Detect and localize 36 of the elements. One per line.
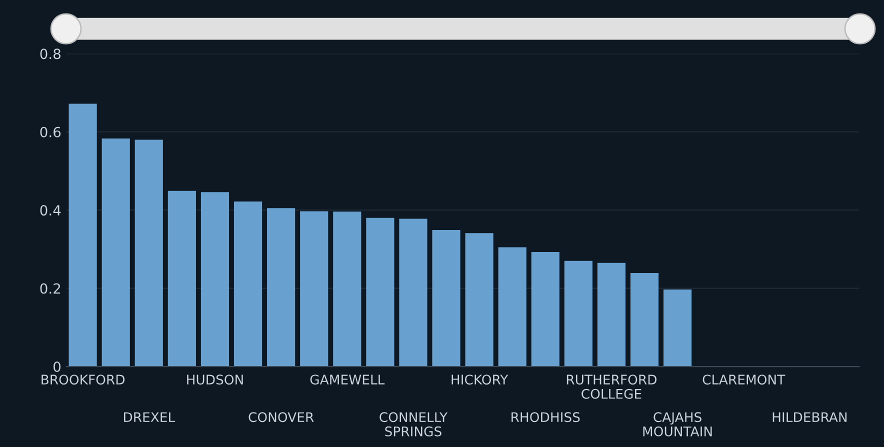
bar xyxy=(267,208,296,367)
bar xyxy=(531,252,560,367)
bar xyxy=(465,233,494,367)
bar xyxy=(663,289,692,367)
x-tick-label: DREXEL xyxy=(124,412,176,422)
bar xyxy=(366,218,394,367)
bar xyxy=(399,218,428,367)
bar xyxy=(630,273,659,367)
x-tick-label: HUDSON xyxy=(187,374,243,385)
y-tick-label: 0.6 xyxy=(40,126,61,138)
x-tick-label: CAJAHS MOUNTAIN xyxy=(643,412,712,436)
bar xyxy=(134,140,163,367)
bar xyxy=(168,190,196,367)
bar xyxy=(498,247,526,367)
x-tick-label: HILDEBRAN xyxy=(772,412,847,422)
x-tick-label: BROOKFORD xyxy=(42,374,125,385)
x-tick-label: CLAREMONT xyxy=(702,374,786,385)
x-tick-label: HICKORY xyxy=(452,374,508,385)
y-tick-label: 0.2 xyxy=(40,283,60,294)
bar xyxy=(234,201,262,367)
bar xyxy=(597,262,626,367)
bar xyxy=(200,192,230,367)
x-tick-label: GAMEWELL xyxy=(310,374,385,385)
x-tick-label: CONOVER xyxy=(248,412,314,422)
bar xyxy=(300,211,328,367)
y-tick-label: 0.8 xyxy=(40,48,60,60)
bar xyxy=(68,104,97,367)
bar xyxy=(432,230,460,367)
bar xyxy=(333,212,362,367)
x-tick-label: RHODHISS xyxy=(512,412,580,422)
y-tick-label: 0.4 xyxy=(40,205,61,216)
x-tick-label: CONNELLY SPRINGS xyxy=(380,412,448,436)
y-tick-label: 0 xyxy=(54,362,61,372)
x-tick-label: RUTHERFORD COLLEGE xyxy=(566,374,656,399)
bar xyxy=(102,138,130,367)
bar xyxy=(564,260,592,367)
